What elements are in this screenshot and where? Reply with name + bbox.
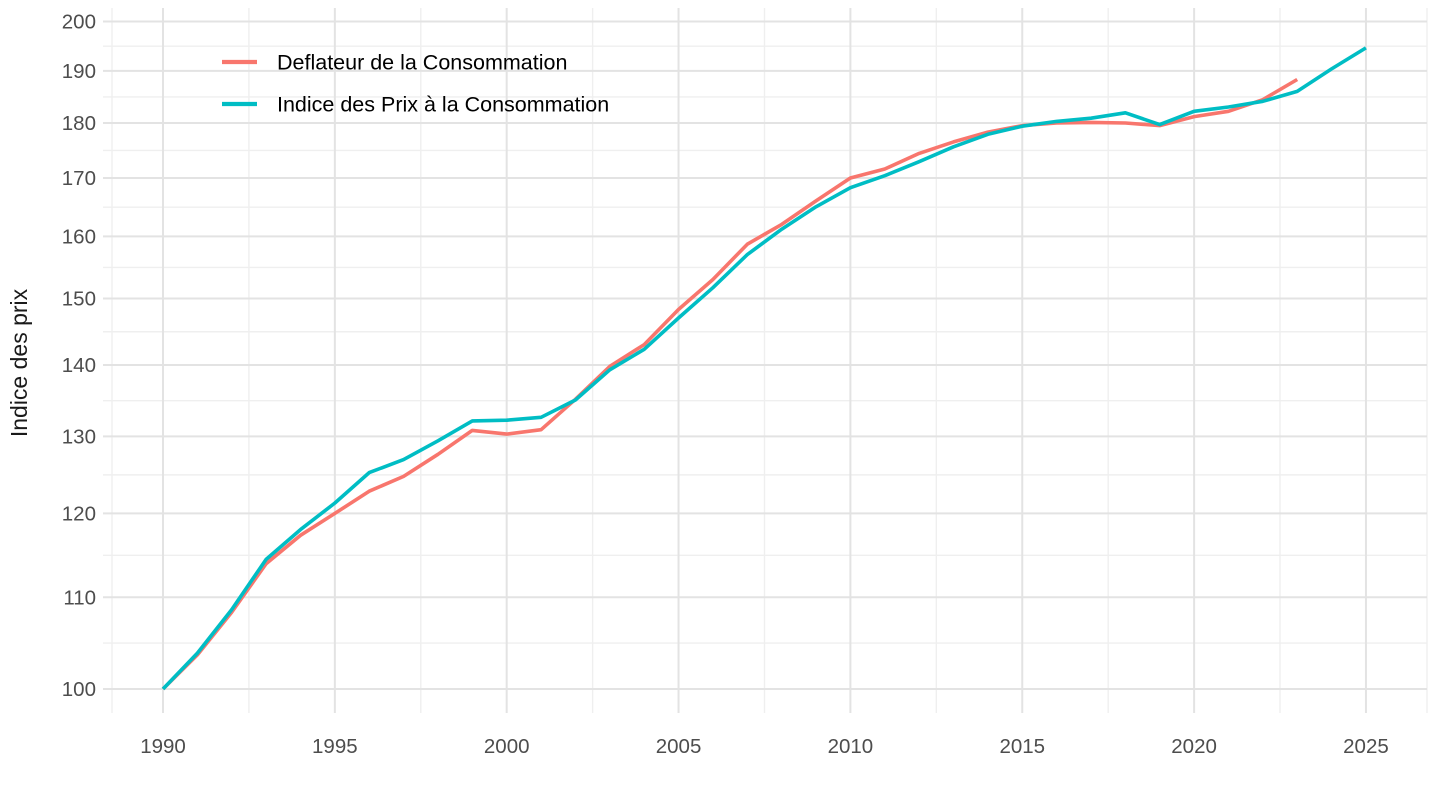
y-tick-label: 120 [62, 503, 96, 526]
y-tick-label: 130 [62, 426, 96, 449]
data-series [161, 46, 1367, 691]
y-tick-label: 200 [62, 11, 96, 34]
x-tick-label: 2010 [828, 735, 874, 758]
x-tick-label: 2020 [1171, 735, 1217, 758]
series-line-ipc [161, 46, 1367, 691]
y-tick-label: 140 [62, 354, 96, 377]
y-axis-title: Indice des prix [6, 288, 32, 437]
series-line-deflateur [161, 77, 1299, 691]
x-axis-tick-labels: 1990 1995 2000 2005 2010 2015 2020 2025 [140, 735, 1389, 758]
y-tick-label: 100 [62, 678, 96, 701]
y-tick-label: 170 [62, 167, 96, 190]
gridlines-major [103, 8, 1427, 713]
legend-label: Deflateur de la Consommation [277, 51, 567, 75]
y-tick-label: 180 [62, 112, 96, 135]
x-tick-label: 2005 [656, 735, 702, 758]
x-tick-label: 2015 [999, 735, 1045, 758]
y-tick-label: 160 [62, 226, 96, 249]
y-axis-tick-labels: 100 110 120 130 140 150 160 170 180 190 200 [62, 11, 96, 702]
chart-legend: Deflateur de la Consommation Indice des P… [222, 51, 609, 117]
y-tick-label: 190 [62, 60, 96, 83]
x-tick-label: 2000 [484, 735, 530, 758]
x-tick-label: 1990 [140, 735, 186, 758]
y-tick-label: 110 [63, 586, 96, 609]
x-tick-label: 2025 [1343, 735, 1389, 758]
legend-label: Indice des Prix à la Consommation [277, 93, 609, 117]
gridlines-minor [103, 8, 1428, 713]
x-tick-label: 1995 [312, 735, 358, 758]
y-tick-label: 150 [62, 288, 96, 311]
